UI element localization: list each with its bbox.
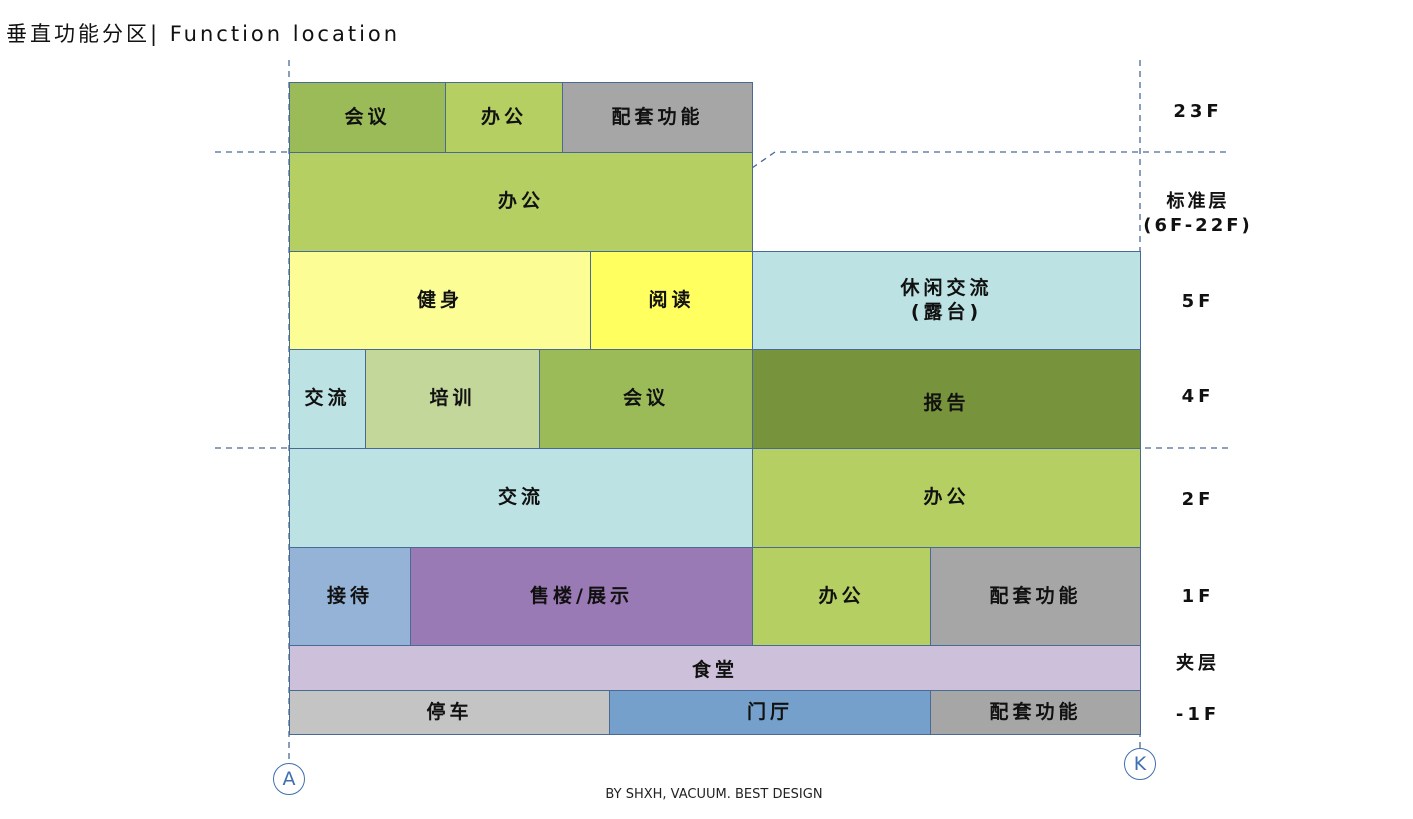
zone-support: 配套功能 [930, 690, 1141, 735]
level-label-23f: 23F [1173, 101, 1223, 122]
zone-lobby: 门厅 [609, 690, 931, 735]
zone-office: 办公 [445, 82, 563, 153]
level-label-5f: 5F [1181, 291, 1215, 312]
level-label-1f: 1F [1181, 586, 1215, 607]
zone-office: 办公 [752, 448, 1141, 548]
zone-training: 培训 [365, 349, 540, 449]
zone-lecture: 报告 [752, 349, 1141, 449]
level-label-4f: 4F [1181, 386, 1215, 407]
page-title: 垂直功能分区| Function location [6, 22, 401, 46]
zone-office: 办公 [289, 152, 753, 252]
level-line [751, 151, 1228, 169]
zone-canteen: 食堂 [289, 645, 1141, 691]
level-label-2f: 2F [1181, 489, 1215, 510]
axis-marker-k: K [1124, 748, 1156, 780]
zone-sublabel: (露台) [910, 300, 983, 323]
axis-marker-a: A [273, 763, 305, 795]
zone-support: 配套功能 [562, 82, 753, 153]
zone-reading: 阅读 [590, 251, 753, 350]
zone-exchange: 交流 [289, 448, 753, 548]
zone-leisure-terrace: 休闲交流 (露台) [752, 251, 1141, 350]
zone-support: 配套功能 [930, 547, 1141, 646]
zone-meeting: 会议 [289, 82, 446, 153]
zone-meeting: 会议 [539, 349, 753, 449]
footer-credit: BY SHXH, VACUUM. BEST DESIGN [605, 787, 823, 802]
level-range: (6F-22F) [1143, 215, 1253, 237]
zone-parking: 停车 [289, 690, 610, 735]
zone-exchange: 交流 [289, 349, 366, 449]
zone-reception: 接待 [289, 547, 411, 646]
zone-sales-display: 售楼/展示 [410, 547, 753, 646]
level-label-b1: -1F [1175, 704, 1221, 725]
zone-office: 办公 [752, 547, 931, 646]
level-label-standard: 标准层 (6F-22F) [1140, 190, 1256, 239]
level-label: 标准层 [1166, 191, 1230, 212]
level-label-mezzanine: 夹层 [1176, 653, 1220, 674]
zone-fitness: 健身 [289, 251, 591, 350]
zone-label: 休闲交流 [900, 276, 993, 299]
